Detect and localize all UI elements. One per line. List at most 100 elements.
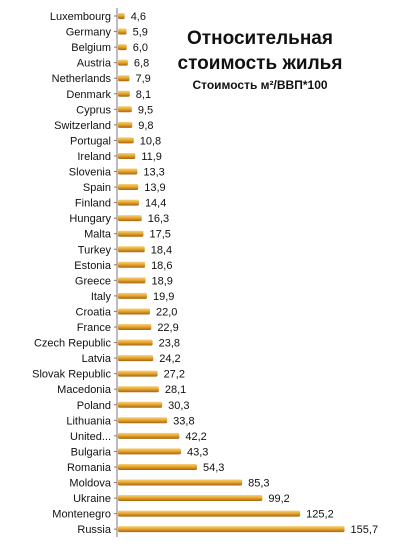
value-label: 22,9 [157, 322, 178, 334]
value-label: 42,2 [185, 431, 206, 443]
bar [118, 137, 134, 144]
value-label: 18,9 [151, 275, 172, 287]
chart-title-line-2: стоимость жилья [177, 53, 343, 74]
value-label: 19,9 [153, 291, 174, 303]
category-label: United... [70, 431, 111, 443]
bar [118, 386, 159, 393]
category-label: Lithuania [66, 415, 112, 427]
bar [118, 370, 158, 377]
bar [118, 184, 139, 191]
category-label: Switzerland [54, 120, 111, 132]
category-label: Italy [91, 291, 112, 303]
value-label: 9,5 [138, 104, 153, 116]
category-label: Portugal [70, 135, 111, 147]
category-label: Russia [77, 524, 112, 536]
bar [118, 44, 127, 51]
chart-title-line-1: Относительная [187, 28, 333, 49]
value-label: 4,6 [131, 11, 146, 23]
value-label: 16,3 [148, 213, 169, 225]
bar [118, 463, 198, 470]
bar [118, 432, 180, 439]
category-label: Croatia [76, 306, 112, 318]
bar [118, 13, 125, 19]
bar [118, 230, 144, 237]
bar [118, 168, 138, 175]
category-label: Finland [75, 198, 111, 210]
category-label: Slovak Republic [32, 369, 111, 381]
bar [118, 479, 243, 486]
value-label: 10,8 [140, 135, 161, 147]
bar [118, 246, 145, 253]
value-label: 9,8 [138, 120, 153, 132]
bar [118, 121, 133, 128]
bar [118, 106, 132, 113]
bar [118, 59, 128, 66]
category-label: Ireland [77, 151, 111, 163]
value-label: 17,5 [149, 229, 170, 241]
bar [118, 495, 263, 502]
category-label: Slovenia [69, 167, 112, 179]
chart-title-block: Относительная стоимость жилья Стоимость … [150, 26, 370, 92]
value-label: 7,9 [135, 73, 150, 85]
bar [118, 510, 301, 517]
value-label: 23,8 [159, 338, 180, 350]
category-label: Poland [77, 400, 111, 412]
bar [118, 292, 147, 299]
value-label: 13,9 [144, 182, 165, 194]
category-label: Czech Republic [34, 338, 112, 350]
category-label: Macedonia [57, 384, 112, 396]
value-label: 27,2 [164, 369, 185, 381]
bar [118, 448, 182, 455]
value-label: 54,3 [203, 462, 224, 474]
category-label: France [77, 322, 111, 334]
category-label: Hungary [69, 213, 111, 225]
category-label: Romania [67, 462, 112, 474]
category-label: Spain [83, 182, 111, 194]
bar [118, 324, 152, 330]
category-label: Malta [84, 229, 112, 241]
category-label: Belgium [71, 42, 111, 54]
bar [118, 401, 163, 408]
category-label: Estonia [74, 260, 112, 272]
bar [118, 199, 139, 206]
value-label: 99,2 [268, 493, 289, 505]
value-label: 5,9 [133, 27, 148, 39]
value-label: 85,3 [248, 478, 269, 490]
value-label: 18,4 [151, 244, 172, 256]
category-label: Austria [77, 58, 112, 70]
value-label: 30,3 [168, 400, 189, 412]
category-label: Turkey [78, 244, 112, 256]
category-label: Cyprus [76, 104, 111, 116]
category-label: Bulgaria [71, 446, 112, 458]
bar [118, 308, 151, 315]
bar [118, 28, 127, 35]
bar [118, 215, 142, 222]
value-label: 28,1 [165, 384, 186, 396]
value-label: 6,8 [134, 58, 149, 70]
value-label: 33,8 [173, 415, 194, 427]
bar [118, 75, 130, 82]
category-label: Luxembourg [50, 11, 111, 23]
value-label: 6,0 [133, 42, 148, 54]
chart-subtitle: Стоимость м²/ВВП*100 [192, 78, 328, 92]
value-label: 24,2 [159, 353, 180, 365]
bar [118, 277, 146, 284]
bar [118, 339, 153, 346]
bar [118, 261, 146, 268]
bar [118, 417, 168, 424]
value-label: 13,3 [143, 167, 164, 179]
value-label: 8,1 [136, 89, 151, 101]
value-label: 155,7 [351, 524, 379, 536]
bar [118, 90, 130, 97]
bar [118, 152, 136, 159]
category-label: Netherlands [52, 73, 112, 85]
value-label: 125,2 [306, 509, 334, 521]
category-label: Montenegro [52, 509, 111, 521]
value-label: 11,9 [141, 151, 162, 163]
category-label: Ukraine [73, 493, 111, 505]
value-label: 22,0 [156, 306, 177, 318]
category-label: Moldova [69, 478, 111, 490]
category-label: Greece [75, 275, 111, 287]
category-label: Denmark [66, 89, 111, 101]
